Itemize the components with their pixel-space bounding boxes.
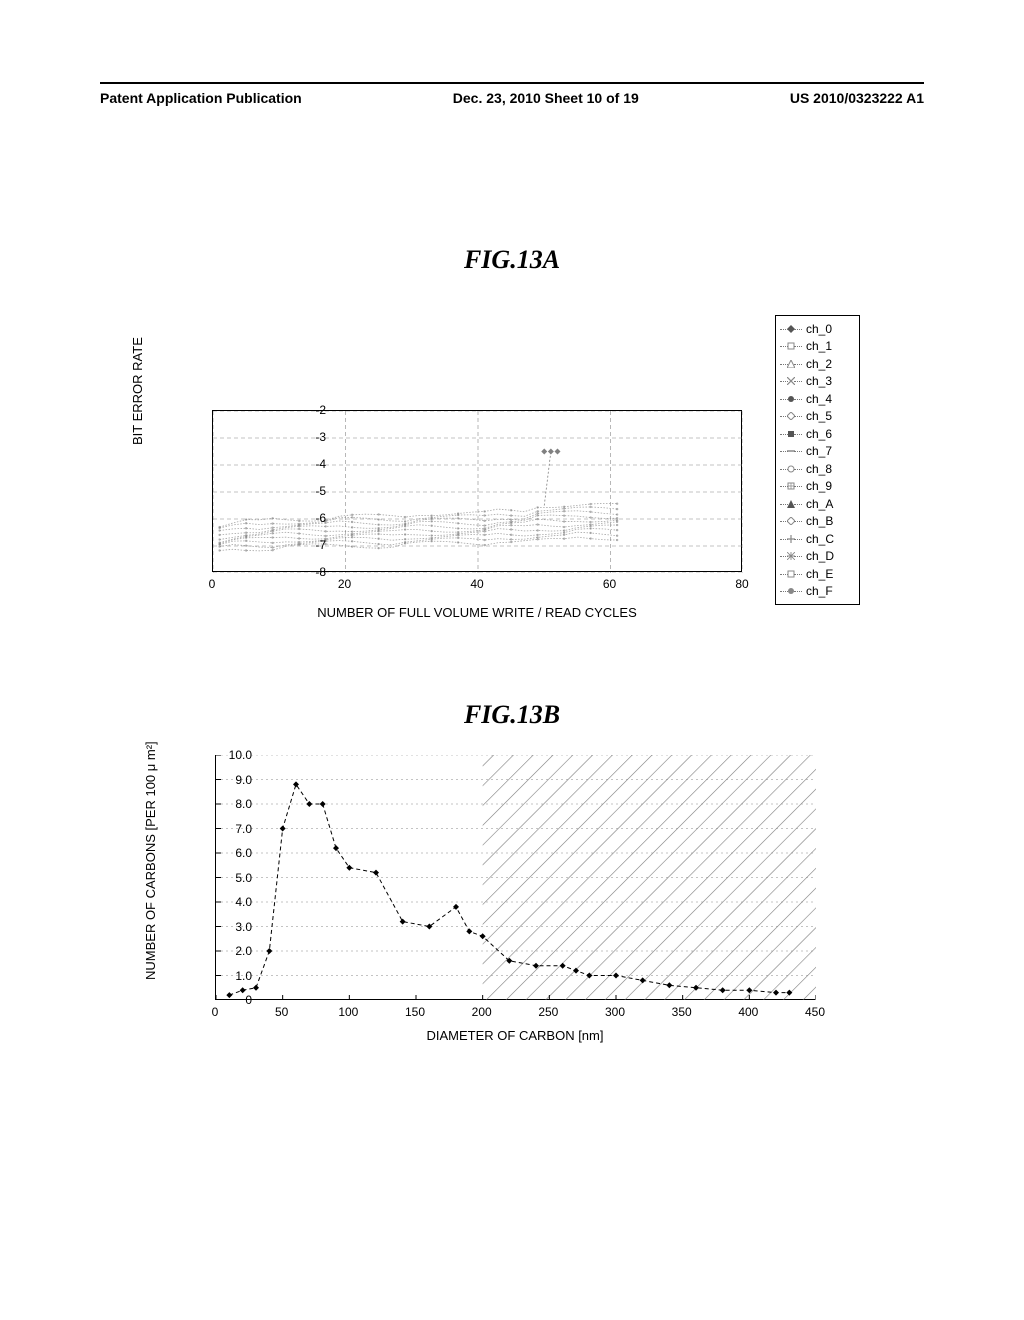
- figB-svg: [216, 755, 816, 1000]
- figB-xtick: 150: [405, 1005, 425, 1019]
- legend-label: ch_9: [806, 479, 832, 493]
- figB-xtick: 300: [605, 1005, 625, 1019]
- header-left: Patent Application Publication: [100, 90, 302, 106]
- legend-item: ch_D: [780, 548, 855, 566]
- figB-xtick: 100: [338, 1005, 358, 1019]
- figB-ytick: 7.0: [235, 822, 252, 836]
- legend-item: ch_5: [780, 408, 855, 426]
- figB-xlabel: DIAMETER OF CARBON [nm]: [215, 1028, 815, 1043]
- figA-svg: [213, 411, 743, 573]
- figB-container: NUMBER OF CARBONS [PER 100 μ m²] DIAMETE…: [140, 745, 860, 1075]
- legend-item: ch_2: [780, 355, 855, 373]
- figB-ytick: 6.0: [235, 846, 252, 860]
- legend-item: ch_1: [780, 338, 855, 356]
- figA-legend: ch_0 ch_1 ch_2 ch_3 ch_4 ch_5 ch_6 ch_7 ch_8 ch_9…: [775, 315, 860, 605]
- legend-label: ch_1: [806, 339, 832, 353]
- figB-xtick: 200: [472, 1005, 492, 1019]
- legend-label: ch_C: [806, 532, 834, 546]
- legend-label: ch_4: [806, 392, 832, 406]
- legend-marker-icon: [780, 412, 802, 420]
- legend-item: ch_F: [780, 583, 855, 601]
- legend-label: ch_F: [806, 584, 833, 598]
- legend-marker-icon: [780, 325, 802, 333]
- legend-marker-icon: [780, 552, 802, 560]
- figB-ytick: 10.0: [229, 748, 252, 762]
- legend-marker-icon: [780, 517, 802, 525]
- legend-label: ch_E: [806, 567, 833, 581]
- figA-ytick: -8: [315, 565, 326, 579]
- figA-xtick: 60: [603, 577, 616, 591]
- legend-label: ch_B: [806, 514, 833, 528]
- legend-item: ch_A: [780, 495, 855, 513]
- figB-xtick: 50: [275, 1005, 288, 1019]
- legend-item: ch_8: [780, 460, 855, 478]
- legend-label: ch_8: [806, 462, 832, 476]
- legend-marker-icon: [780, 535, 802, 543]
- header-right: US 2010/0323222 A1: [790, 90, 924, 106]
- legend-item: ch_B: [780, 513, 855, 531]
- figB-xtick: 250: [538, 1005, 558, 1019]
- figB-xtick: 400: [738, 1005, 758, 1019]
- legend-item: ch_6: [780, 425, 855, 443]
- figA-ytick: -5: [315, 484, 326, 498]
- figA-ytick: -7: [315, 538, 326, 552]
- figA-ytick: -2: [315, 403, 326, 417]
- legend-label: ch_5: [806, 409, 832, 423]
- legend-marker-icon: [780, 430, 802, 438]
- figB-ytick: 0: [245, 993, 252, 1007]
- legend-item: ch_E: [780, 565, 855, 583]
- legend-label: ch_2: [806, 357, 832, 371]
- legend-marker-icon: [780, 360, 802, 368]
- figB-ytick: 2.0: [235, 944, 252, 958]
- figA-ylabel: BIT ERROR RATE: [130, 337, 145, 445]
- legend-item: ch_7: [780, 443, 855, 461]
- figB-ytick: 9.0: [235, 773, 252, 787]
- legend-marker-icon: [780, 570, 802, 578]
- legend-marker-icon: [780, 377, 802, 385]
- figA-xtick: 80: [735, 577, 748, 591]
- figA-ytick: -6: [315, 511, 326, 525]
- legend-item: ch_3: [780, 373, 855, 391]
- legend-marker-icon: [780, 482, 802, 490]
- figA-xtick: 40: [470, 577, 483, 591]
- legend-label: ch_7: [806, 444, 832, 458]
- page-header: Patent Application Publication Dec. 23, …: [100, 82, 924, 106]
- legend-label: ch_6: [806, 427, 832, 441]
- legend-marker-icon: [780, 587, 802, 595]
- figA-title: FIG.13A: [0, 245, 1024, 275]
- legend-item: ch_9: [780, 478, 855, 496]
- figA-ytick: -4: [315, 457, 326, 471]
- legend-label: ch_3: [806, 374, 832, 388]
- figA-container: BIT ERROR RATE NUMBER OF FULL VOLUME WRI…: [140, 315, 860, 645]
- legend-label: ch_A: [806, 497, 833, 511]
- legend-item: ch_4: [780, 390, 855, 408]
- legend-item: ch_C: [780, 530, 855, 548]
- legend-label: ch_0: [806, 322, 832, 336]
- figB-ytick: 5.0: [235, 871, 252, 885]
- figB-plot-area: [215, 755, 815, 1000]
- figA-ytick: -3: [315, 430, 326, 444]
- legend-label: ch_D: [806, 549, 834, 563]
- legend-marker-icon: [780, 342, 802, 350]
- figA-xlabel: NUMBER OF FULL VOLUME WRITE / READ CYCLE…: [212, 605, 742, 620]
- figB-ylabel: NUMBER OF CARBONS [PER 100 μ m²]: [143, 741, 158, 980]
- figB-ytick: 8.0: [235, 797, 252, 811]
- figB-ytick: 1.0: [235, 969, 252, 983]
- legend-item: ch_0: [780, 320, 855, 338]
- legend-marker-icon: [780, 500, 802, 508]
- figA-xtick: 0: [209, 577, 216, 591]
- figB-ytick: 4.0: [235, 895, 252, 909]
- figA-xtick: 20: [338, 577, 351, 591]
- figB-title: FIG.13B: [0, 700, 1024, 730]
- figB-xtick: 0: [212, 1005, 219, 1019]
- legend-marker-icon: [780, 395, 802, 403]
- legend-marker-icon: [780, 465, 802, 473]
- figA-plot-area: [212, 410, 742, 572]
- figB-xtick: 450: [805, 1005, 825, 1019]
- legend-marker-icon: [780, 447, 802, 455]
- header-center: Dec. 23, 2010 Sheet 10 of 19: [453, 90, 639, 106]
- figB-ytick: 3.0: [235, 920, 252, 934]
- figB-xtick: 350: [672, 1005, 692, 1019]
